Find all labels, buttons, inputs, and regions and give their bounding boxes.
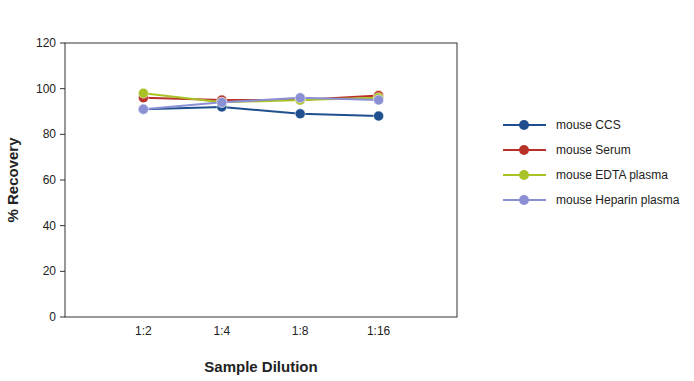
series-group [138,88,383,121]
y-tick-label: 120 [36,36,56,50]
legend-marker [519,170,529,180]
y-tick-label: 20 [43,264,57,278]
point [374,111,384,121]
y-tick [60,43,65,44]
point [374,95,384,105]
point [217,97,227,107]
y-tick-label: 0 [49,310,56,324]
y-tick-label: 40 [43,219,57,233]
y-tick [60,134,65,135]
legend-label: mouse Heparin plasma [556,193,680,207]
y-tick-label: 80 [43,127,57,141]
x-tick-label: 1:4 [213,324,230,338]
plot-frame [65,43,457,317]
y-tick-label: 60 [43,173,57,187]
point [138,104,148,114]
legend-label: mouse EDTA plasma [556,168,668,182]
point [295,93,305,103]
legend-label: mouse Serum [556,143,631,157]
legend-marker [519,145,529,155]
point [138,104,148,114]
y-tick [60,225,65,226]
series-line [143,98,378,109]
y-tick-label: 100 [36,82,56,96]
x-tick-label: 1:16 [367,324,391,338]
y-tick [60,317,65,318]
x-tick-label: 1:8 [292,324,309,338]
x-tick-label: 1:2 [135,324,152,338]
series-line [143,107,378,116]
y-tick [60,271,65,272]
legend-marker [519,120,529,130]
y-axis-label: % Recovery [4,137,21,223]
point [138,88,148,98]
x-axis-label: Sample Dilution [204,358,317,375]
legend-marker [519,195,529,205]
point [295,109,305,119]
y-tick [60,180,65,181]
chart: 0 20 40 60 80 100 120 1:2 1:4 1:8 1:16 Sample Dilut… [0,0,694,381]
legend-label: mouse CCS [556,118,621,132]
point [217,97,227,107]
y-tick [60,88,65,89]
